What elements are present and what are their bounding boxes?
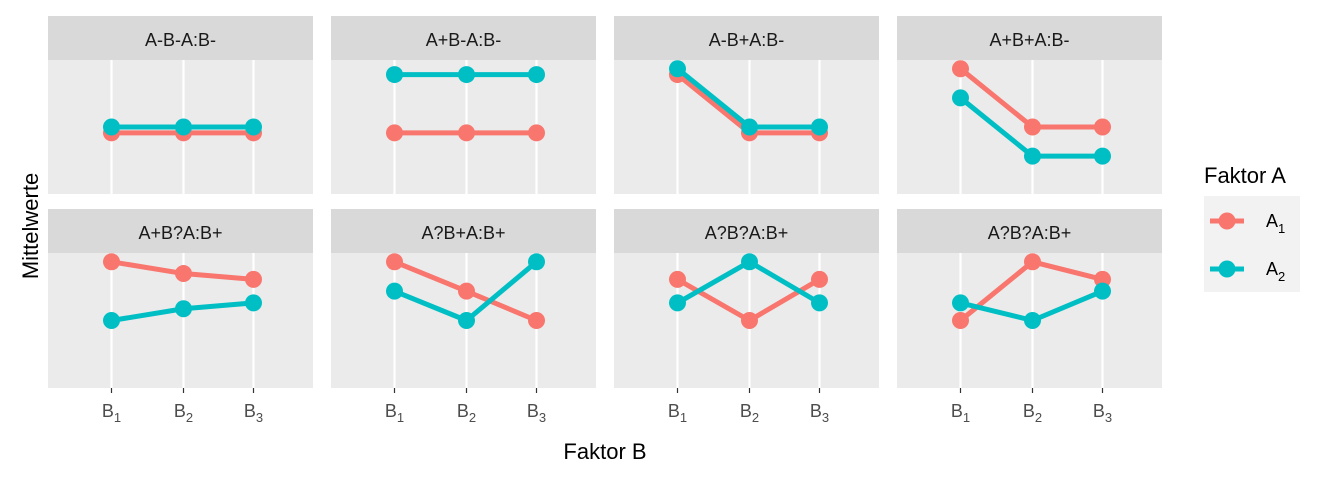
data-point-A1 [1024, 253, 1041, 271]
x-tick-label: B1 [385, 401, 404, 425]
data-point-A1 [386, 124, 403, 142]
facet-strip [614, 16, 879, 60]
data-point-A1 [245, 270, 262, 288]
data-point-A1 [669, 270, 686, 288]
data-point-A1 [386, 253, 403, 271]
data-point-A1 [528, 312, 545, 329]
x-tick-label: B2 [174, 401, 193, 425]
data-point-A2 [245, 294, 262, 312]
data-point-A2 [741, 118, 758, 136]
facet-panel: A+B+A:B- [897, 16, 1162, 194]
data-point-A2 [458, 66, 475, 84]
data-point-A2 [1094, 282, 1111, 300]
data-point-A2 [1024, 312, 1041, 329]
data-point-A2 [245, 118, 262, 136]
x-tick-label: B3 [1093, 401, 1112, 425]
data-point-A1 [103, 253, 120, 271]
x-tick-label: B3 [527, 401, 546, 425]
data-point-A2 [1024, 147, 1041, 165]
data-point-A2 [528, 66, 545, 84]
facet-title: A-B+A:B- [709, 30, 785, 50]
legend-label: A1 [1266, 211, 1285, 236]
data-point-A2 [669, 294, 686, 312]
x-tick-label: B1 [951, 401, 970, 425]
facet-title: A?B?A:B+ [988, 223, 1072, 243]
legend-title: Faktor A [1204, 163, 1286, 188]
data-point-A2 [952, 294, 969, 312]
facet-panel: A?B?A:B+ B1 B2 B3 [614, 209, 879, 425]
data-point-A2 [528, 253, 545, 271]
legend-label: A2 [1266, 259, 1285, 284]
data-point-A2 [811, 294, 828, 312]
data-point-A1 [811, 270, 828, 288]
facet-title: A+B?A:B+ [138, 223, 222, 243]
x-tick-label: B1 [668, 401, 687, 425]
x-tick-label: B3 [244, 401, 263, 425]
facet-panel: A-B+A:B- [614, 16, 879, 194]
data-point-A1 [952, 312, 969, 329]
data-point-A2 [175, 118, 192, 136]
facet-strip [897, 16, 1162, 60]
x-tick-label: B2 [457, 401, 476, 425]
data-point-A1 [741, 312, 758, 329]
facet-panel: A?B+A:B+ B1 B2 B3 [331, 209, 596, 425]
facet-strip [614, 209, 879, 253]
x-tick-label: B1 [102, 401, 121, 425]
facet-title: A+B-A:B- [426, 30, 502, 50]
data-point-A2 [811, 118, 828, 136]
x-tick-label: B3 [810, 401, 829, 425]
legend-key-point [1218, 260, 1236, 278]
facet-title: A-B-A:B- [145, 30, 216, 50]
facet-panel: A-B-A:B- [48, 16, 313, 194]
data-point-A2 [386, 282, 403, 300]
facet-panel: A+B?A:B+ B1 B2 B3 [48, 209, 313, 425]
data-point-A2 [103, 118, 120, 136]
facet-title: A?B?A:B+ [705, 223, 789, 243]
facet-panel: A?B?A:B+ B1 B2 B3 [897, 209, 1162, 425]
facet-strip [48, 16, 313, 60]
data-point-A1 [528, 124, 545, 142]
facet-panels: A-B-A:B- A+B-A:B- A-B+A:B- A+B+A:B- A+B?A:B+… [48, 16, 1162, 425]
data-point-A2 [175, 300, 192, 318]
facet-strip [331, 209, 596, 253]
data-point-A1 [1094, 270, 1111, 288]
data-point-A2 [1094, 147, 1111, 165]
legend-key-background [1204, 196, 1300, 292]
data-point-A2 [741, 253, 758, 271]
data-point-A1 [175, 265, 192, 283]
data-point-A1 [952, 60, 969, 78]
y-axis-label: Mittelwerte [18, 173, 43, 279]
facet-strip [331, 16, 596, 60]
facet-title: A+B+A:B- [989, 30, 1069, 50]
x-axis-label: Faktor B [563, 439, 646, 464]
facet-title: A?B+A:B+ [421, 223, 505, 243]
data-point-A1 [1094, 118, 1111, 136]
data-point-A1 [1024, 118, 1041, 136]
legend-key-point [1218, 212, 1236, 230]
data-point-A2 [386, 66, 403, 84]
facet-strip [897, 209, 1162, 253]
facet-strip [48, 209, 313, 253]
legend: Faktor A A1 A2 [1204, 163, 1300, 292]
data-point-A2 [952, 89, 969, 107]
facet-panel: A+B-A:B- [331, 16, 596, 194]
data-point-A1 [458, 124, 475, 142]
data-point-A2 [103, 312, 120, 329]
data-point-A1 [458, 282, 475, 300]
x-tick-label: B2 [740, 401, 759, 425]
data-point-A2 [669, 60, 686, 78]
x-tick-label: B2 [1023, 401, 1042, 425]
data-point-A2 [458, 312, 475, 329]
